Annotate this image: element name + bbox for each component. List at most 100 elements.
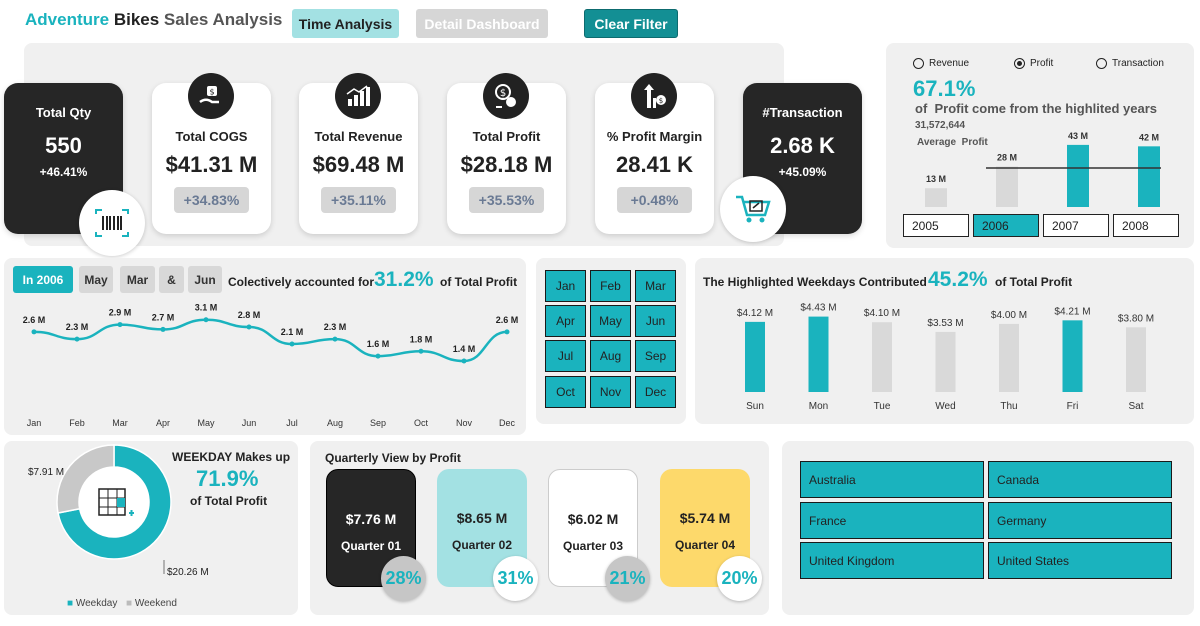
year-bar-2005 (925, 188, 947, 207)
yearly-panel (886, 43, 1194, 248)
title-sales-analysis: Sales Analysis (163, 10, 283, 29)
yearly-sentence: of Profit come from the highlited years (915, 101, 1157, 116)
weekday-bar-chart: $4.12 M Sun $4.43 M Mon $4.10 M Tue $3.53 M Wed… (737, 303, 1154, 412)
detail-dashboard-button[interactable]: Detail Dashboard (416, 9, 548, 38)
weekday-bar-label: $4.21 M (1054, 306, 1090, 317)
line-point-dec (504, 329, 510, 335)
calendar-highlight (117, 498, 125, 507)
kpi-transaction: #Transaction 2.68 K +45.09% (743, 83, 862, 234)
weekday-percentage: 45.2% (928, 268, 988, 291)
weekday-bar-fri (1062, 320, 1083, 392)
line-value-label: 1.4 M (453, 344, 476, 354)
radio-label: Revenue (929, 58, 970, 69)
country-australia[interactable]: Australia (800, 461, 984, 498)
chip-ampersand: & (159, 266, 184, 293)
country-germany[interactable]: Germany (988, 502, 1172, 539)
time-analysis-button[interactable]: Time Analysis (292, 9, 399, 38)
legend-label: Weekend (134, 598, 177, 609)
x-tick-label: Mar (112, 418, 128, 428)
month-tile-dec[interactable]: Dec (635, 376, 676, 408)
x-tick-label: Dec (499, 418, 516, 428)
kpi-value: 2.68 K (770, 133, 835, 158)
year-bar-2008 (1138, 146, 1160, 207)
x-tick-label: May (197, 418, 215, 428)
chip-month-may[interactable]: May (79, 266, 113, 293)
radio-label: Profit (1030, 58, 1054, 69)
x-tick-label: Feb (69, 418, 85, 428)
line-point-jul (289, 341, 295, 347)
svg-text:$: $ (209, 88, 214, 97)
month-tile-jul[interactable]: Jul (545, 340, 586, 372)
x-tick-label: Thu (1000, 401, 1017, 412)
country-united-kingdom[interactable]: United Kingdom (800, 542, 984, 579)
quarter-card-2: $8.65 M Quarter 02 (437, 469, 527, 587)
year-button-2005[interactable]: 2005 (903, 214, 969, 237)
weekday-bar-label: $3.80 M (1118, 313, 1154, 324)
radio-transaction[interactable]: Transaction (1096, 58, 1164, 69)
clear-filter-button[interactable]: Clear Filter (584, 9, 678, 38)
x-tick-label: Tue (874, 401, 891, 412)
quarter-label: Quarter 04 (674, 538, 736, 552)
x-tick-label: Mon (809, 401, 828, 412)
kpi-total-revenue: Total Revenue $69.48 M +35.11% (299, 73, 418, 234)
chip-year[interactable]: In 2006 (13, 266, 73, 293)
kpi-change: +35.53% (469, 187, 544, 213)
country-canada[interactable]: Canada (988, 461, 1172, 498)
kpi-label: Total COGS (175, 129, 248, 144)
month-tile-nov[interactable]: Nov (590, 376, 631, 408)
month-tile-apr[interactable]: Apr (545, 305, 586, 337)
month-tile-mar[interactable]: Mar (635, 270, 676, 302)
kpi-label: #Transaction (762, 105, 843, 120)
calendar-icon (98, 488, 134, 516)
line-value-label: 2.1 M (281, 327, 304, 337)
month-tile-jun[interactable]: Jun (635, 305, 676, 337)
weekday-bar-tue (872, 322, 892, 392)
quarter-value: $5.74 M (679, 510, 731, 526)
year-bar-label: 42 M (1139, 132, 1159, 142)
weekday-bar-wed (935, 331, 956, 392)
line-point-may (203, 317, 209, 323)
radio-profit[interactable]: Profit (1014, 58, 1053, 69)
year-bar-label: 43 M (1068, 131, 1088, 141)
country-united-states[interactable]: United States (988, 542, 1172, 579)
month-tile-jan[interactable]: Jan (545, 270, 586, 302)
line-point-jun (246, 324, 252, 330)
month-tile-may[interactable]: May (590, 305, 631, 337)
donut-percentage: 71.9% (196, 466, 259, 491)
quarter-value: $6.02 M (567, 511, 619, 527)
donut-center (79, 467, 149, 537)
line-value-label: 3.1 M (195, 303, 218, 313)
quarter-pct-2: 31% (493, 556, 538, 601)
country-france[interactable]: France (800, 502, 984, 539)
year-button-2008[interactable]: 2008 (1113, 214, 1179, 237)
page-title: Adventure Bikes Sales Analysis (25, 10, 282, 30)
month-tile-feb[interactable]: Feb (590, 270, 631, 302)
title-adventure: Adventure (25, 10, 110, 29)
monthly-percentage: 31.2% (374, 268, 434, 291)
kpi-total-profit: $ Total Profit $28.18 M +35.53% (447, 73, 566, 234)
radio-revenue[interactable]: Revenue (913, 58, 969, 69)
month-tile-aug[interactable]: Aug (590, 340, 631, 372)
month-tile-sep[interactable]: Sep (635, 340, 676, 372)
chip-month-jun[interactable]: Jun (188, 266, 222, 293)
quarter-pct-4: 20% (717, 556, 762, 601)
svg-text:$: $ (659, 97, 663, 105)
year-button-2006[interactable]: 2006 (973, 214, 1039, 237)
donut-weekend-label: $7.91 M (28, 467, 65, 478)
year-button-2007[interactable]: 2007 (1043, 214, 1109, 237)
line-value-label: 2.8 M (238, 310, 261, 320)
weekday-bar-mon (808, 316, 829, 392)
line-value-label: 2.3 M (324, 322, 347, 332)
weekday-bar-label: $4.00 M (991, 310, 1027, 321)
year-bar-label: 28 M (997, 153, 1017, 163)
chip-month-mar[interactable]: Mar (120, 266, 155, 293)
kpi-value: $28.18 M (460, 152, 553, 177)
kpi-change: +45.09% (778, 165, 827, 179)
bar-chart-icon (335, 73, 381, 119)
month-tile-oct[interactable]: Oct (545, 376, 586, 408)
yearly-percentage: 67.1% (913, 76, 976, 101)
kpi-value: 550 (45, 133, 82, 158)
svg-text:$: $ (500, 88, 506, 99)
monthly-line-chart: 2.6 M Jan 2.3 M Feb 2.9 M Mar 2.7 M Apr 3.1 M May… (23, 303, 519, 428)
weekday-bar-sat (1126, 327, 1146, 392)
